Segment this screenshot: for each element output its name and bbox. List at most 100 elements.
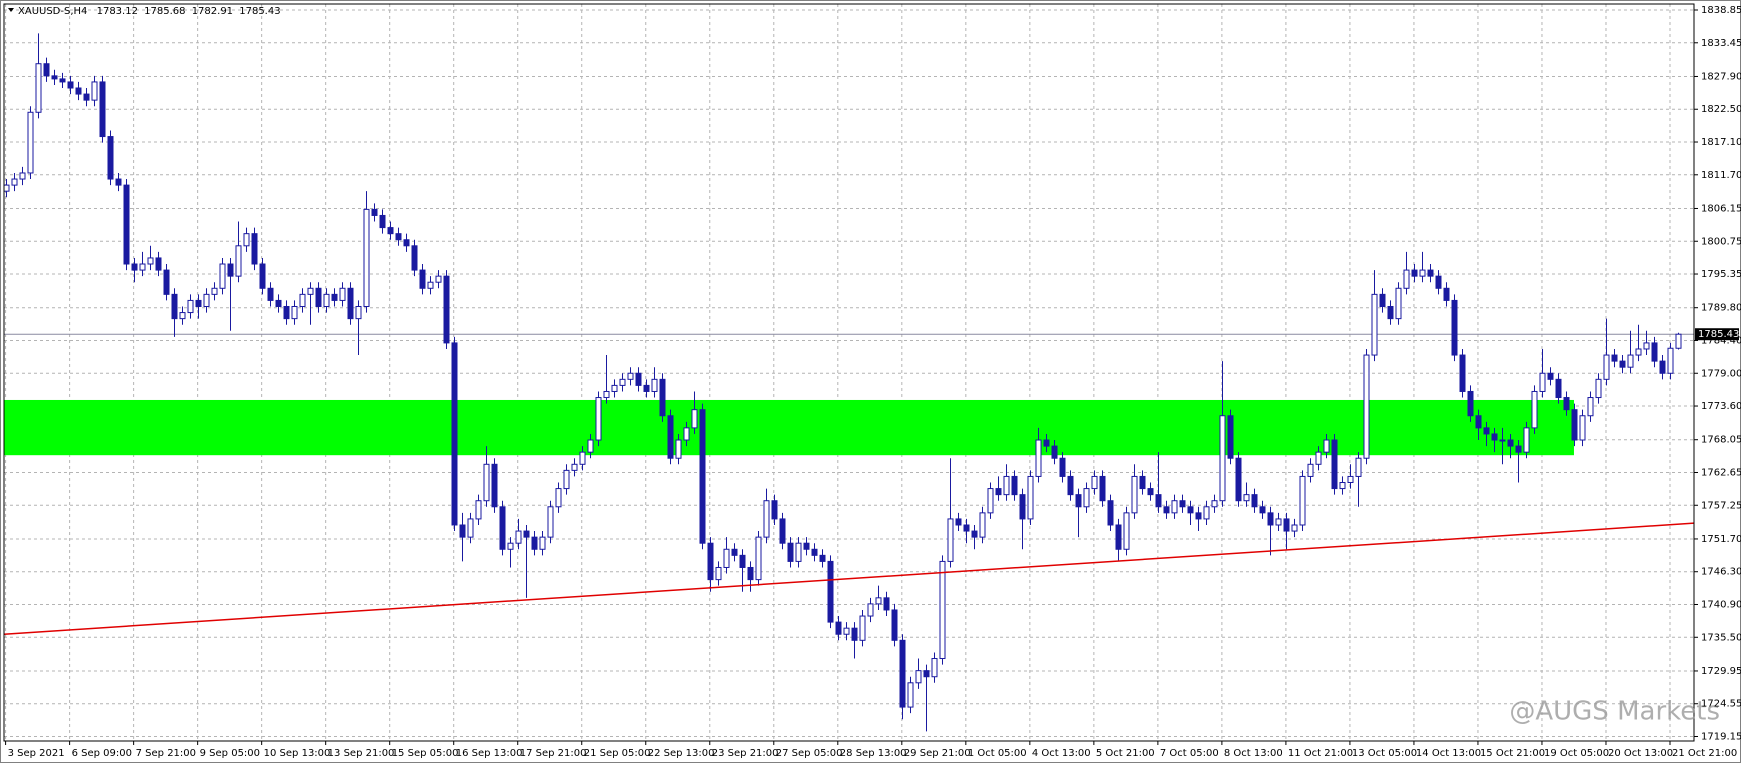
candle-body [347, 287, 354, 320]
candle-body [651, 378, 658, 392]
x-tick-label: 21 Oct 21:00 [1672, 748, 1737, 759]
candle-body [1539, 372, 1546, 392]
y-tick-label: 1751.70 [1701, 534, 1741, 545]
candle-body [939, 560, 946, 660]
candle-body [1547, 372, 1554, 380]
candle-body [763, 500, 770, 538]
candle-body [1315, 451, 1322, 465]
x-tick-label: 15 Sep 05:00 [392, 748, 459, 759]
x-tick-label: 27 Sep 05:00 [776, 748, 843, 759]
plot-border [3, 3, 1695, 742]
candle-body [387, 227, 394, 235]
y-tick-label: 1806.15 [1701, 203, 1741, 214]
candle-body [1051, 445, 1058, 459]
y-tick-label: 1735.50 [1701, 632, 1741, 643]
candle-body [627, 372, 634, 380]
candle-body [195, 299, 202, 307]
candle-body [595, 397, 602, 441]
price-label: 1785.43 [1698, 329, 1739, 340]
candle-body [1027, 475, 1034, 520]
candle-body [907, 682, 914, 708]
candle-body [1627, 354, 1634, 368]
candle-body [275, 299, 282, 307]
y-tick-label: 1729.95 [1701, 666, 1741, 677]
candle-body [1251, 494, 1258, 508]
candle-body [211, 287, 218, 295]
candle-body [1291, 524, 1298, 532]
candle-body [107, 136, 114, 180]
y-tick-label: 1768.05 [1701, 435, 1741, 446]
candle-body [1075, 494, 1082, 508]
candle-body [1387, 305, 1394, 320]
y-tick-label: 1757.25 [1701, 500, 1741, 511]
candle-body [1131, 475, 1138, 514]
candle-body [163, 269, 170, 295]
y-tick-label: 1833.45 [1701, 38, 1741, 49]
candle-body [1531, 390, 1538, 429]
candle-body [1003, 475, 1010, 496]
candle-body [411, 245, 418, 271]
candle-body [1099, 475, 1106, 502]
candle-body [243, 233, 250, 247]
candle-body [555, 488, 562, 508]
candle-body [1035, 439, 1042, 477]
candle-body [1355, 457, 1362, 477]
candle-body [1275, 518, 1282, 526]
x-tick-label: 7 Oct 05:00 [1160, 748, 1219, 759]
chart-title: XAUUSD-S,H4 1783.12 1785.68 1782.91 1785… [18, 6, 281, 17]
candle-body [1155, 494, 1162, 508]
candle-body [1139, 475, 1146, 490]
candle-body [427, 281, 434, 289]
x-tick-label: 9 Sep 05:00 [200, 748, 260, 759]
x-tick-label: 20 Oct 13:00 [1608, 748, 1673, 759]
x-tick-label: 10 Sep 13:00 [264, 748, 331, 759]
candle-body [859, 615, 866, 641]
candle-body [1187, 506, 1194, 514]
x-tick-label: 13 Sep 21:00 [328, 748, 395, 759]
x-tick-label: 22 Sep 13:00 [648, 748, 715, 759]
x-tick-label: 23 Sep 21:00 [712, 748, 779, 759]
candle-body [611, 384, 618, 392]
candle-body [147, 257, 154, 265]
candle-body [1371, 293, 1378, 356]
candle-body [99, 81, 106, 138]
x-tick-label: 16 Sep 13:00 [456, 748, 523, 759]
candle-body [1587, 397, 1594, 417]
candle-body [499, 506, 506, 550]
candle-body [1475, 415, 1482, 429]
candle-body [227, 263, 234, 277]
candle-body [531, 536, 538, 550]
candle-body [1019, 494, 1026, 520]
candle-body [259, 263, 266, 289]
watermark: @AUGS Markets [1509, 697, 1720, 727]
candle-body [187, 299, 194, 314]
candle-body [1579, 415, 1586, 441]
candle-body [291, 305, 298, 320]
candle-body [395, 233, 402, 241]
candle-body [331, 293, 338, 301]
candle-body [1067, 475, 1074, 496]
candle-body [915, 670, 922, 684]
candle-body [1299, 475, 1306, 526]
candle-body [131, 263, 138, 271]
y-tick-label: 1789.80 [1701, 303, 1741, 314]
y-tick-label: 1762.65 [1701, 467, 1741, 478]
x-tick-label: 28 Sep 13:00 [840, 748, 907, 759]
candle-body [1339, 482, 1346, 490]
candle-body [923, 670, 930, 678]
x-tick-label: 29 Sep 21:00 [904, 748, 971, 759]
candle-body [339, 287, 346, 301]
candle-body [83, 93, 90, 101]
candle-body [1395, 287, 1402, 320]
candle-body [43, 63, 50, 77]
candle-body [1195, 512, 1202, 520]
candle-body [1499, 439, 1506, 442]
candle-body [1171, 500, 1178, 514]
candle-body [1411, 269, 1418, 277]
candle-body [483, 463, 490, 502]
candle-body [819, 554, 826, 562]
candle-body [779, 518, 786, 544]
candle-body [451, 342, 458, 526]
title-arrow [8, 8, 14, 12]
y-tick-label: 1811.70 [1701, 170, 1741, 181]
